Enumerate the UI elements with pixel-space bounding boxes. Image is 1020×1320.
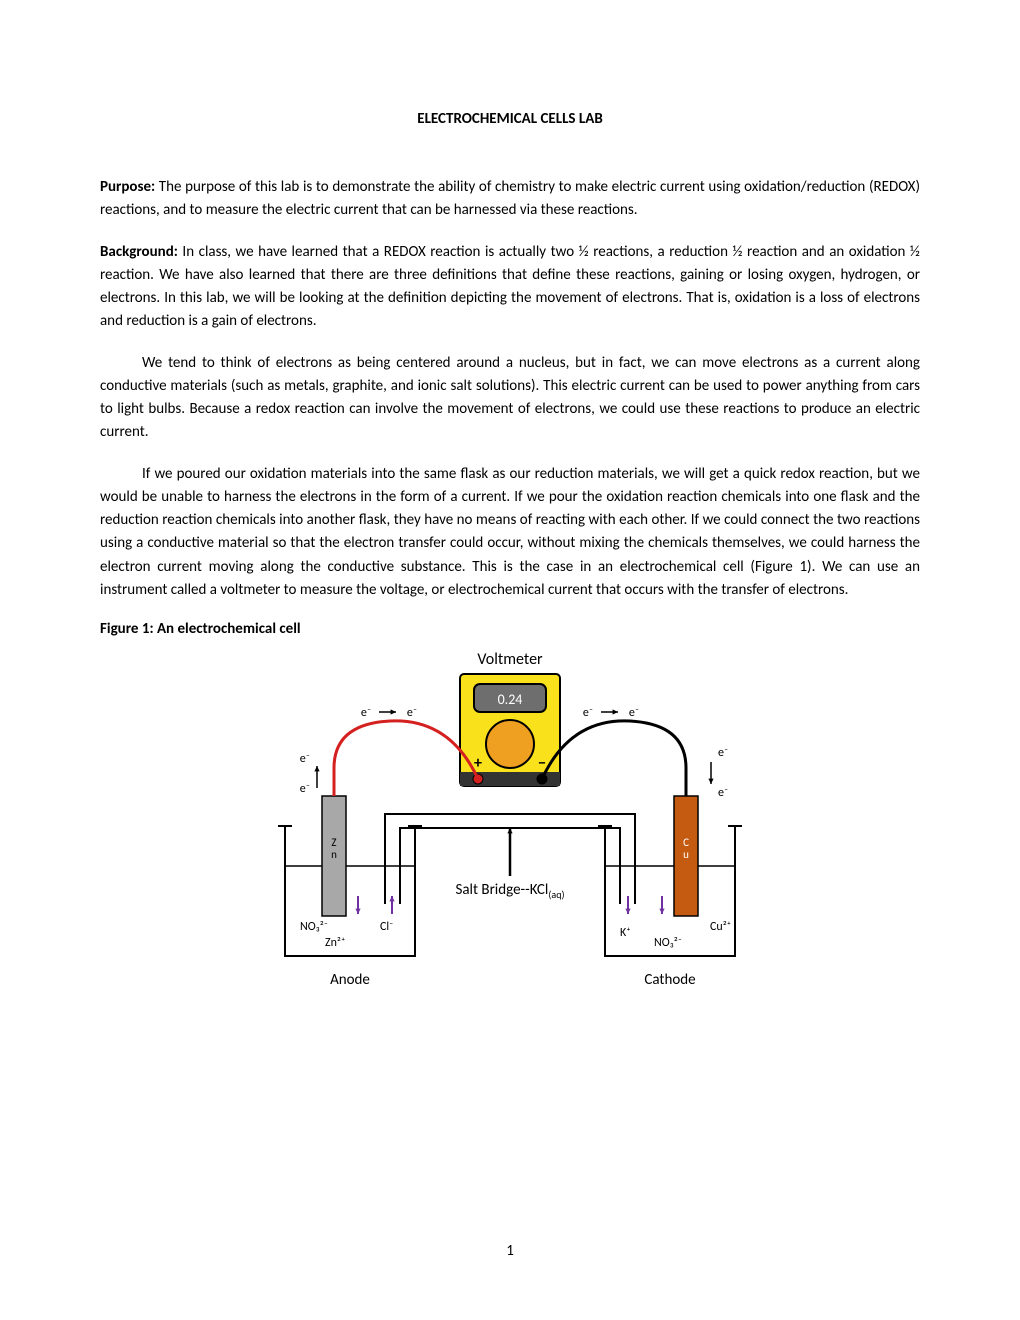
svg-text:Anode: Anode [330,971,370,989]
svg-text:Cl⁻: Cl⁻ [380,920,393,934]
svg-text:Zn: Zn [331,836,337,861]
purpose-paragraph: Purpose: The purpose of this lab is to d… [100,176,920,223]
svg-text:0.24: 0.24 [498,691,523,708]
svg-text:Salt Bridge--KCl(aq): Salt Bridge--KCl(aq) [455,881,564,901]
svg-text:NO₃²⁻: NO₃²⁻ [300,920,328,934]
svg-text:e⁻: e⁻ [629,706,639,720]
background-text: In class, we have learned that a REDOX r… [100,243,920,331]
svg-text:Cathode: Cathode [644,971,695,989]
svg-text:e⁻: e⁻ [718,786,728,800]
purpose-text: The purpose of this lab is to demonstrat… [100,178,920,219]
svg-text:K⁺: K⁺ [620,926,631,940]
svg-text:e⁻: e⁻ [407,706,417,720]
paragraph-4: If we poured our oxidation materials int… [100,463,920,603]
background-paragraph: Background: In class, we have learned th… [100,241,920,334]
svg-text:e⁻: e⁻ [583,706,593,720]
background-label: Background: [100,243,178,261]
electrochemical-cell-diagram: Voltmeter0.24+−ZnCuSalt Bridge--KCl(aq)e… [230,646,790,1006]
document-page: ELECTROCHEMICAL CELLS LAB Purpose: The p… [0,0,1020,1320]
document-title: ELECTROCHEMICAL CELLS LAB [100,110,920,128]
page-number: 1 [0,1242,1020,1260]
svg-text:Cu: Cu [683,836,689,861]
svg-text:Zn²⁺: Zn²⁺ [325,936,345,950]
svg-text:Cu²⁺: Cu²⁺ [710,920,731,934]
svg-text:e⁻: e⁻ [300,782,310,796]
purpose-label: Purpose: [100,178,155,196]
svg-text:Voltmeter: Voltmeter [477,650,543,669]
figure-container: Voltmeter0.24+−ZnCuSalt Bridge--KCl(aq)e… [100,646,920,1006]
svg-text:e⁻: e⁻ [300,752,310,766]
svg-text:NO₃²⁻: NO₃²⁻ [654,936,682,950]
paragraph-3: We tend to think of electrons as being c… [100,352,920,445]
svg-text:e⁻: e⁻ [361,706,371,720]
figure-caption: Figure 1: An electrochemical cell [100,620,920,638]
svg-text:e⁻: e⁻ [718,746,728,760]
